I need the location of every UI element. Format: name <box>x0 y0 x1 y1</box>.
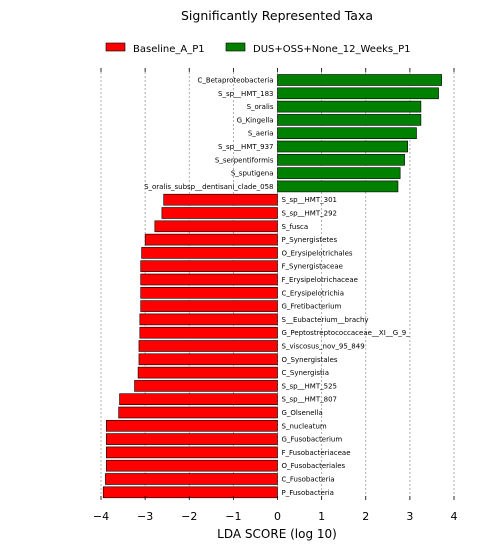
bar <box>277 180 399 193</box>
bar-label: O_Erysipelotrichales <box>282 249 353 257</box>
x-tick-label: 1 <box>318 510 325 523</box>
bar <box>138 340 278 352</box>
bar-label: S_viscosus_nov_95_849 <box>282 343 365 351</box>
legend-swatch-treatment <box>225 42 246 52</box>
bar-label: S_sp__HMT_525 <box>282 382 337 390</box>
x-axis-label: LDA SCORE (log 10) <box>217 527 337 541</box>
bar <box>119 393 278 406</box>
bar-label: C_Betaproteobacteria <box>197 77 273 85</box>
legend: Baseline_A_P1 DUS+OSS+None_12_Weeks_P1 <box>105 42 411 55</box>
legend-label-treatment: DUS+OSS+None_12_Weeks_P1 <box>253 44 411 55</box>
bar-label: G_Fusobacterium <box>282 436 343 444</box>
x-tick-label: −2 <box>181 510 197 523</box>
bar-label: S__Eubacterium__brachy <box>282 316 369 324</box>
bar <box>140 260 278 273</box>
bar-label: C_Fusobacteria <box>282 476 335 484</box>
bar <box>141 247 278 259</box>
bar <box>139 326 278 339</box>
bar <box>105 459 278 472</box>
x-tick-label: −4 <box>93 510 109 523</box>
bar <box>105 473 278 485</box>
x-axis-ticks: −4 −3 −2 −1 0 1 2 3 4 <box>93 68 458 523</box>
chart-title: Significantly Represented Taxa <box>181 8 373 23</box>
bar <box>140 273 278 286</box>
bar-label: S_oralis_subsp__dentisani_clade_058 <box>144 183 273 191</box>
bar <box>277 140 408 153</box>
bar <box>277 100 422 113</box>
legend-label-baseline: Baseline_A_P1 <box>133 44 205 55</box>
bar <box>140 286 278 299</box>
bar-label: O_Synergistales <box>282 356 338 364</box>
x-tick-label: −1 <box>225 510 241 523</box>
bar-label: S_fusca <box>282 223 309 231</box>
bar <box>277 87 439 100</box>
bar <box>102 486 278 499</box>
bar-label: G_Olsenella <box>282 409 323 417</box>
bar <box>277 154 405 166</box>
x-tick-label: 4 <box>451 510 458 523</box>
bar <box>277 167 401 179</box>
bar <box>134 380 278 392</box>
bar-label: S_sp__HMT_301 <box>282 196 337 204</box>
x-tick-label: 0 <box>274 510 281 523</box>
x-tick-label: −3 <box>137 510 153 523</box>
bar <box>118 406 278 419</box>
bar <box>277 127 417 139</box>
bar-label: G_Peptostreptococcaceae__XI__G_9_ <box>282 329 411 337</box>
bar-label: P_Synergistetes <box>282 236 338 244</box>
bar-label: S_nucleatum <box>282 422 327 430</box>
bar-label: S_aeria <box>248 130 274 138</box>
bar <box>163 193 278 206</box>
bar-label: S_sputigena <box>231 170 274 178</box>
bar-label: O_Fusobacteriales <box>282 462 346 470</box>
bar <box>139 313 278 326</box>
bar <box>105 446 278 459</box>
bar <box>144 233 278 246</box>
x-tick-label: 3 <box>406 510 413 523</box>
bar-label: G_Kingella <box>237 116 274 124</box>
legend-swatch-baseline <box>105 42 126 52</box>
bar <box>105 419 278 432</box>
bar <box>140 300 278 312</box>
bar <box>277 74 442 86</box>
bar <box>105 433 278 445</box>
bar-label: G_Fretibacterium <box>282 303 342 311</box>
bar-label: P_Fusobacteria <box>282 489 334 497</box>
bar <box>277 114 422 126</box>
bar <box>161 207 278 219</box>
bars <box>102 74 442 499</box>
bar <box>138 353 278 366</box>
bar-label: F_Fusobacteriaceae <box>282 449 351 457</box>
bar-label: S_sp__HMT_807 <box>282 396 337 404</box>
bar-label: S_oralis <box>247 103 274 111</box>
bar-label: F_Erysipelotrichaceae <box>282 276 358 284</box>
bar-label: F_Synergistaceae <box>282 263 343 271</box>
bar-label: S_serpentiformis <box>215 156 274 164</box>
bar-labels: C_Betaproteobacteria S_sp__HMT_183 S_orali… <box>144 77 410 497</box>
bar-label: S_sp__HMT_937 <box>218 143 273 151</box>
x-tick-label: 2 <box>362 510 369 523</box>
bar-label: C_Synergistia <box>282 369 330 377</box>
bar-label: C_Erysipelotrichia <box>282 289 345 297</box>
bar-label: S_sp__HMT_292 <box>282 210 337 218</box>
bar <box>137 366 278 379</box>
bar <box>154 220 278 233</box>
bar-label: S_sp__HMT_183 <box>218 90 273 98</box>
